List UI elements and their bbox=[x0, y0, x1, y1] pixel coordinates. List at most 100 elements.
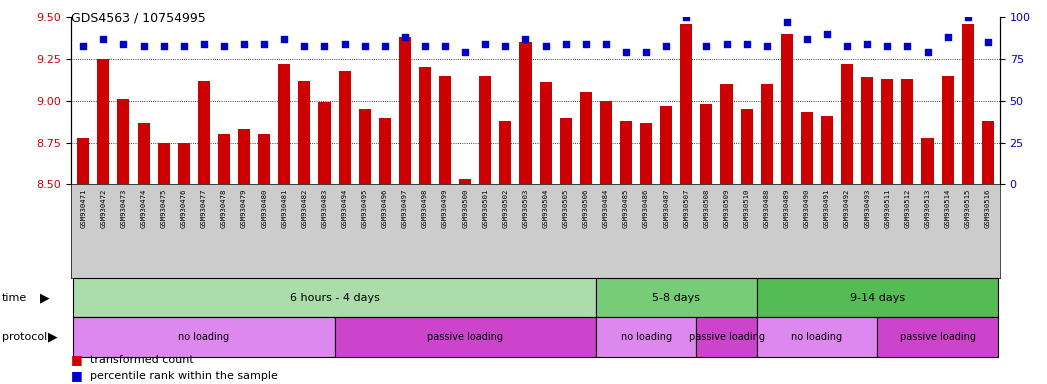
Text: GSM930502: GSM930502 bbox=[503, 189, 509, 228]
Text: 6 hours - 4 days: 6 hours - 4 days bbox=[290, 293, 379, 303]
Bar bbox=[519, 42, 532, 184]
Bar bbox=[661, 106, 672, 184]
Point bbox=[537, 43, 554, 49]
Bar bbox=[77, 137, 89, 184]
Point bbox=[75, 43, 92, 49]
Bar bbox=[158, 142, 170, 184]
Text: GSM930480: GSM930480 bbox=[261, 189, 267, 228]
Text: GSM930483: GSM930483 bbox=[321, 189, 328, 228]
Bar bbox=[399, 37, 410, 184]
Text: GSM930511: GSM930511 bbox=[885, 189, 890, 228]
Bar bbox=[821, 116, 833, 184]
Text: GSM930472: GSM930472 bbox=[101, 189, 107, 228]
Bar bbox=[198, 81, 209, 184]
Text: passive loading: passive loading bbox=[899, 332, 976, 342]
Point bbox=[456, 49, 473, 55]
Text: GSM930481: GSM930481 bbox=[282, 189, 287, 228]
Bar bbox=[460, 179, 471, 184]
Bar bbox=[801, 113, 812, 184]
Bar bbox=[962, 24, 974, 184]
Point bbox=[276, 36, 293, 42]
Text: GSM930516: GSM930516 bbox=[985, 189, 990, 228]
Text: GSM930493: GSM930493 bbox=[864, 189, 870, 228]
Text: GSM930501: GSM930501 bbox=[483, 189, 488, 228]
Text: GSM930513: GSM930513 bbox=[925, 189, 931, 228]
Bar bbox=[480, 76, 491, 184]
Text: GSM930507: GSM930507 bbox=[684, 189, 689, 228]
Point bbox=[698, 43, 715, 49]
Point bbox=[497, 43, 514, 49]
Bar bbox=[841, 64, 853, 184]
Bar bbox=[338, 71, 351, 184]
Point bbox=[618, 49, 634, 55]
Point bbox=[919, 49, 936, 55]
Point bbox=[296, 43, 313, 49]
Text: GSM930486: GSM930486 bbox=[643, 189, 649, 228]
Point bbox=[859, 41, 875, 47]
Bar bbox=[97, 59, 109, 184]
Text: no loading: no loading bbox=[621, 332, 672, 342]
Bar bbox=[921, 137, 934, 184]
Text: percentile rank within the sample: percentile rank within the sample bbox=[90, 371, 277, 381]
Text: GSM930495: GSM930495 bbox=[361, 189, 367, 228]
Text: GSM930492: GSM930492 bbox=[844, 189, 850, 228]
Bar bbox=[539, 83, 552, 184]
Text: no loading: no loading bbox=[792, 332, 843, 342]
Bar bbox=[781, 34, 793, 184]
Point bbox=[115, 41, 132, 47]
Text: GSM930510: GSM930510 bbox=[743, 189, 750, 228]
Bar bbox=[560, 118, 572, 184]
FancyBboxPatch shape bbox=[757, 278, 998, 317]
Text: ▶: ▶ bbox=[48, 331, 58, 343]
FancyBboxPatch shape bbox=[596, 278, 757, 317]
Bar bbox=[279, 64, 290, 184]
Bar bbox=[982, 121, 994, 184]
Text: GSM930504: GSM930504 bbox=[542, 189, 549, 228]
Text: GSM930474: GSM930474 bbox=[140, 189, 147, 228]
Point bbox=[677, 14, 694, 20]
Bar bbox=[218, 134, 230, 184]
Bar bbox=[600, 101, 611, 184]
Bar bbox=[318, 103, 331, 184]
Point bbox=[979, 39, 996, 45]
Text: 5-8 days: 5-8 days bbox=[652, 293, 700, 303]
Point bbox=[236, 41, 252, 47]
Point bbox=[517, 36, 534, 42]
Bar bbox=[620, 121, 632, 184]
Point bbox=[738, 41, 755, 47]
Text: GSM930500: GSM930500 bbox=[462, 189, 468, 228]
Point bbox=[658, 43, 674, 49]
Bar bbox=[580, 93, 592, 184]
Text: GSM930512: GSM930512 bbox=[905, 189, 911, 228]
Bar bbox=[117, 99, 130, 184]
FancyBboxPatch shape bbox=[335, 317, 596, 357]
Bar bbox=[379, 118, 391, 184]
Bar bbox=[901, 79, 913, 184]
Text: GSM930473: GSM930473 bbox=[120, 189, 127, 228]
Bar bbox=[761, 84, 773, 184]
Text: GSM930471: GSM930471 bbox=[81, 189, 86, 228]
Text: GSM930491: GSM930491 bbox=[824, 189, 830, 228]
Text: ■: ■ bbox=[71, 353, 87, 366]
Point bbox=[899, 43, 916, 49]
Text: GSM930477: GSM930477 bbox=[201, 189, 207, 228]
Text: passive loading: passive loading bbox=[689, 332, 764, 342]
Bar bbox=[298, 81, 310, 184]
Bar bbox=[882, 79, 893, 184]
Text: GSM930515: GSM930515 bbox=[964, 189, 971, 228]
Text: GDS4563 / 10754995: GDS4563 / 10754995 bbox=[71, 12, 206, 25]
Text: GSM930489: GSM930489 bbox=[784, 189, 789, 228]
Point bbox=[417, 43, 433, 49]
Text: GSM930498: GSM930498 bbox=[422, 189, 428, 228]
Text: GSM930488: GSM930488 bbox=[763, 189, 770, 228]
Point bbox=[778, 19, 795, 25]
Text: GSM930482: GSM930482 bbox=[302, 189, 308, 228]
Text: transformed count: transformed count bbox=[90, 355, 194, 365]
Text: GSM930509: GSM930509 bbox=[723, 189, 730, 228]
FancyBboxPatch shape bbox=[73, 317, 335, 357]
FancyBboxPatch shape bbox=[696, 317, 757, 357]
Point bbox=[577, 41, 594, 47]
Point bbox=[718, 41, 735, 47]
Bar bbox=[862, 78, 873, 184]
Bar bbox=[259, 134, 270, 184]
